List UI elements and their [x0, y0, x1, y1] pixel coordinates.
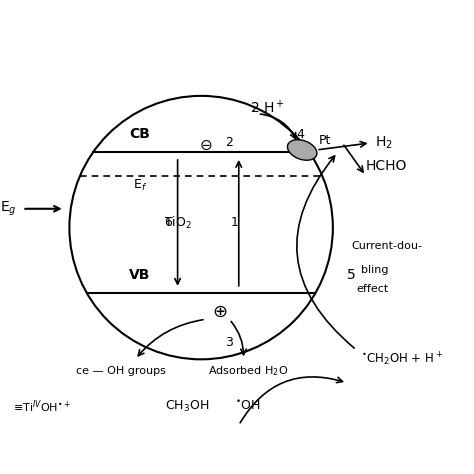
Text: 1: 1 — [231, 217, 239, 229]
Text: 2: 2 — [226, 137, 233, 149]
Text: 5: 5 — [347, 268, 356, 282]
Text: bling: bling — [361, 265, 389, 275]
Text: TiO$_2$: TiO$_2$ — [164, 215, 191, 231]
Text: E$_f$: E$_f$ — [133, 178, 147, 193]
Text: Adsorbed H$_2$O: Adsorbed H$_2$O — [208, 364, 288, 378]
Text: $\oplus$: $\oplus$ — [212, 303, 228, 321]
Text: $^{•}$CH$_2$OH + H$^+$: $^{•}$CH$_2$OH + H$^+$ — [361, 351, 443, 368]
Text: $\ominus$: $\ominus$ — [199, 138, 212, 153]
Text: ce — OH groups: ce — OH groups — [76, 366, 166, 376]
Text: ≡Ti$^{IV}$OH$^{•+}$: ≡Ti$^{IV}$OH$^{•+}$ — [13, 398, 71, 415]
Text: CH$_3$OH: CH$_3$OH — [165, 399, 209, 414]
Text: E$_g$: E$_g$ — [0, 200, 17, 218]
Ellipse shape — [287, 140, 317, 160]
Text: 6: 6 — [164, 217, 172, 229]
Text: HCHO: HCHO — [366, 159, 407, 173]
Text: H$_2$: H$_2$ — [375, 135, 393, 151]
Text: CB: CB — [129, 127, 150, 141]
Text: 2 H$^+$: 2 H$^+$ — [250, 99, 284, 116]
Text: Current-dou-: Current-dou- — [352, 241, 423, 251]
Text: 3: 3 — [226, 337, 233, 349]
Text: Pt: Pt — [319, 134, 331, 147]
Text: VB: VB — [129, 268, 151, 282]
Text: $^{•}$OH: $^{•}$OH — [236, 400, 261, 413]
Text: effect: effect — [356, 284, 389, 294]
Text: 4: 4 — [296, 128, 304, 141]
